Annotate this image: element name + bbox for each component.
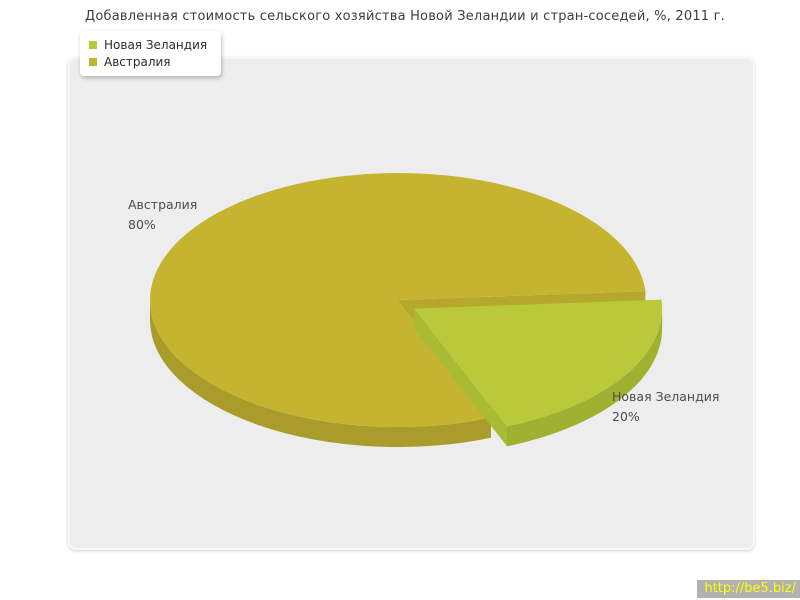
pie-slice-surface[interactable]: [149, 300, 491, 448]
legend-item-new-zealand[interactable]: Новая Зеландия: [89, 36, 207, 53]
pie-slice-surface[interactable]: [414, 308, 507, 447]
legend-marker-icon: [89, 40, 97, 49]
legend: Новая Зеландия Австралия: [80, 31, 222, 76]
chart-title: Добавленная стоимость сельского хозяйств…: [85, 9, 725, 24]
slice-label-percent: 20%: [612, 409, 640, 424]
watermark-link[interactable]: http://be5.biz/: [697, 580, 800, 598]
pie-slice-surface[interactable]: [507, 308, 663, 447]
legend-label: Австралия: [104, 54, 171, 69]
pie-slice-surface[interactable]: [150, 173, 646, 428]
legend-label: Новая Зеландия: [104, 37, 208, 52]
legend-item-australia[interactable]: Австралия: [89, 53, 207, 70]
slice-label-australia: Австралия 80%: [128, 195, 197, 235]
slice-label-percent: 80%: [128, 217, 156, 232]
legend-marker-icon: [89, 57, 97, 66]
slice-label-name: Австралия: [128, 197, 198, 212]
slice-label-new-zealand: Новая Зеландия 20%: [612, 387, 719, 427]
pie-slice-0[interactable]: [414, 299, 663, 447]
pie-slice-surface[interactable]: [414, 299, 663, 427]
slice-label-name: Новая Зеландия: [612, 389, 720, 404]
